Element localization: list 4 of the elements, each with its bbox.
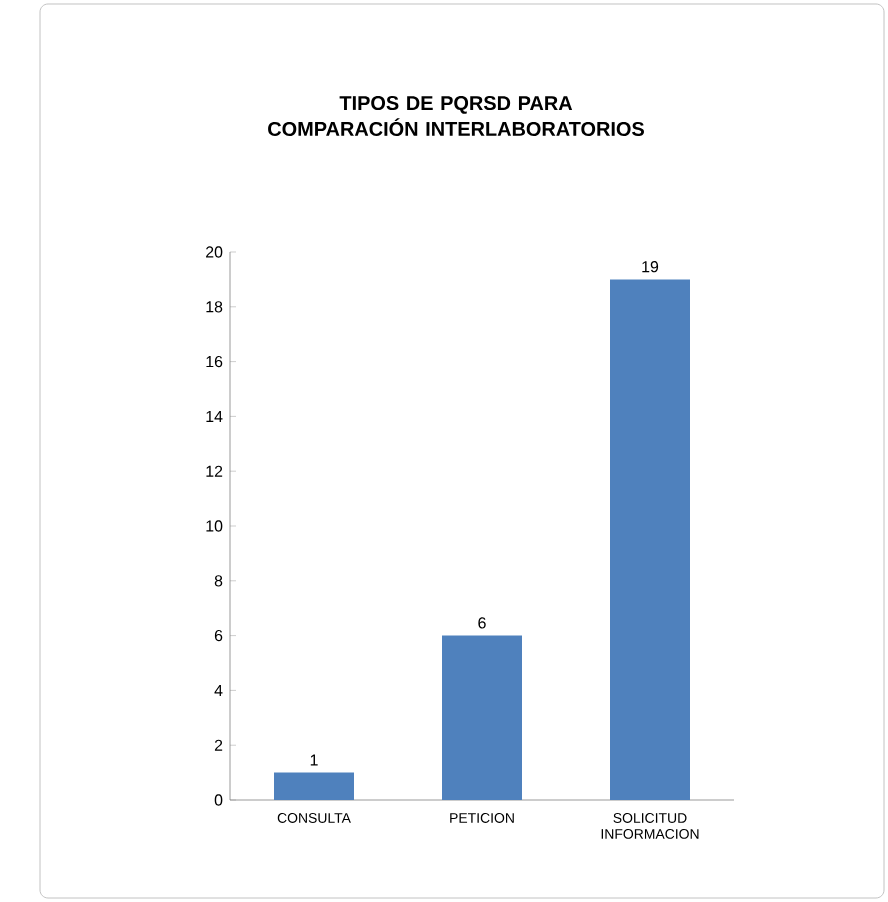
- bar: [610, 279, 690, 800]
- bar: [274, 772, 354, 800]
- bar: [442, 635, 522, 800]
- chart-title: TIPOS DE PQRSD PARA COMPARACIÓN INTERLABORATORIOS: [268, 95, 644, 136]
